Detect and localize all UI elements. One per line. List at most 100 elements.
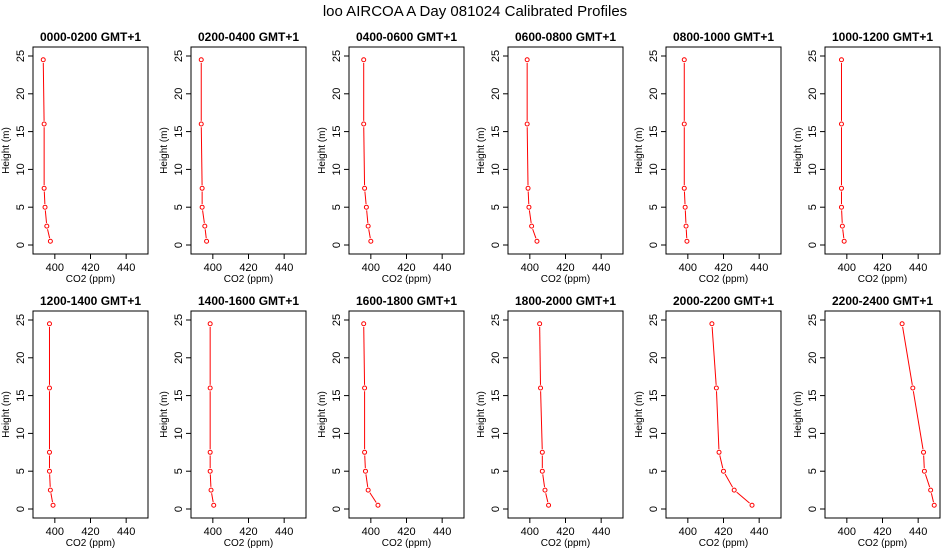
y-tick-label: 0: [807, 242, 819, 248]
data-point: [731, 487, 737, 493]
profile-segment: [526, 127, 529, 186]
data-point: [529, 223, 535, 229]
profile-segment: [528, 210, 532, 224]
x-tick-label: 440: [433, 262, 451, 274]
y-tick-label: 25: [807, 314, 819, 326]
y-tick-label: 25: [331, 50, 343, 62]
data-point: [362, 468, 368, 474]
figure-title: loo AIRCOA A Day 081024 Calibrated Profi…: [323, 3, 627, 20]
y-tick-label: 0: [648, 506, 660, 512]
x-axis-label: CO2 (ppm): [382, 274, 431, 285]
x-axis-label: CO2 (ppm): [858, 538, 907, 549]
profile-segment: [363, 127, 366, 186]
y-axis-label: Height (m): [634, 127, 645, 174]
x-tick-label: 400: [521, 526, 539, 538]
data-point: [681, 121, 687, 127]
x-tick-label: 400: [521, 262, 539, 274]
y-tick-label: 5: [648, 204, 660, 210]
data-point: [42, 204, 48, 210]
y-tick-label: 10: [807, 427, 819, 439]
y-tick-label: 15: [490, 389, 502, 401]
y-axis-label: Height (m): [634, 391, 645, 438]
y-axis-label: Height (m): [159, 391, 170, 438]
y-tick-label: 0: [173, 242, 185, 248]
data-point: [368, 238, 374, 244]
data-point: [838, 204, 844, 210]
x-tick-label: 420: [81, 262, 99, 274]
y-tick-label: 10: [173, 163, 185, 175]
y-tick-label: 15: [490, 125, 502, 137]
data-point: [207, 449, 213, 455]
y-tick-label: 5: [807, 204, 819, 210]
x-tick-label: 420: [81, 526, 99, 538]
x-tick-label: 420: [397, 526, 415, 538]
y-tick-label: 15: [807, 389, 819, 401]
data-point: [838, 185, 844, 191]
y-tick-label: 25: [490, 50, 502, 62]
panel-title: 1400-1600 GMT+1: [198, 294, 299, 308]
panel-title: 2200-2400 GMT+1: [832, 294, 933, 308]
y-tick-label: 10: [331, 427, 343, 439]
profile-segment: [44, 210, 48, 223]
plot-frame: [507, 310, 624, 519]
y-axis-label: Height (m): [1, 391, 12, 438]
data-point: [921, 468, 927, 474]
x-tick-label: 440: [592, 262, 610, 274]
x-tick-label: 420: [397, 262, 415, 274]
x-tick-label: 440: [275, 262, 293, 274]
x-axis-label: CO2 (ppm): [541, 538, 590, 549]
profile-segment: [204, 229, 207, 239]
profile-segment: [924, 474, 931, 488]
data-point: [365, 487, 371, 493]
profile-segment: [364, 455, 366, 469]
y-tick-label: 5: [15, 204, 27, 210]
profile-segment: [683, 191, 686, 205]
x-tick-label: 400: [679, 526, 697, 538]
y-tick-label: 10: [173, 427, 185, 439]
y-tick-label: 5: [490, 204, 502, 210]
data-point: [839, 223, 845, 229]
y-tick-label: 10: [807, 163, 819, 175]
profile-segment: [923, 455, 925, 469]
y-tick-label: 25: [173, 50, 185, 62]
x-axis-label: CO2 (ppm): [224, 274, 273, 285]
y-tick-label: 0: [807, 506, 819, 512]
x-tick-label: 420: [714, 526, 732, 538]
data-point: [524, 57, 530, 63]
y-axis-label: Height (m): [793, 127, 804, 174]
data-point: [931, 502, 937, 508]
y-tick-label: 20: [490, 352, 502, 364]
x-tick-label: 400: [204, 262, 222, 274]
x-axis-label: CO2 (ppm): [224, 538, 273, 549]
plot-frame: [824, 46, 941, 255]
data-point: [683, 223, 689, 229]
profile-segment: [930, 493, 934, 503]
x-tick-label: 400: [204, 526, 222, 538]
x-tick-label: 400: [838, 526, 856, 538]
profile-segment: [711, 326, 717, 385]
y-tick-label: 5: [331, 204, 343, 210]
x-axis-label: CO2 (ppm): [382, 538, 431, 549]
data-point: [534, 238, 540, 244]
plot-frame: [190, 310, 307, 519]
x-tick-label: 440: [117, 262, 135, 274]
y-tick-label: 5: [648, 468, 660, 474]
y-tick-label: 20: [807, 352, 819, 364]
panel-title: 0400-0600 GMT+1: [356, 30, 457, 44]
profile-segment: [545, 493, 549, 503]
x-axis-label: CO2 (ppm): [541, 274, 590, 285]
y-tick-label: 5: [173, 468, 185, 474]
data-point: [721, 468, 726, 474]
profile-segment: [369, 492, 377, 503]
data-point: [928, 487, 934, 493]
y-axis-label: Height (m): [476, 127, 487, 174]
y-axis-label: Height (m): [793, 391, 804, 438]
data-point: [47, 487, 53, 493]
y-tick-label: 20: [331, 88, 343, 100]
data-point: [921, 449, 927, 455]
y-tick-label: 15: [173, 389, 185, 401]
y-tick-label: 0: [648, 242, 660, 248]
data-point: [363, 204, 369, 210]
x-tick-label: 420: [714, 262, 732, 274]
